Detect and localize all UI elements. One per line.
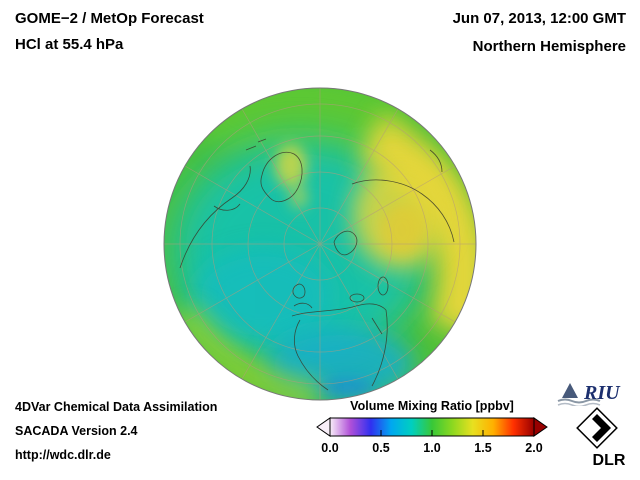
colorbar-arrow-left: [316, 417, 331, 437]
tick-label-2: 1.0: [423, 441, 441, 455]
plot-datetime: Jun 07, 2013, 12:00 GMT: [452, 10, 626, 27]
dlr-logo: DLR: [576, 407, 626, 469]
footer-version: SACADA Version 2.4: [15, 424, 138, 438]
colorbar: [316, 417, 548, 437]
riu-logo-text: RIU: [583, 382, 621, 404]
riu-logo: RIU: [557, 382, 621, 406]
tick-label-3: 1.5: [474, 441, 492, 455]
footer-url: http://wdc.dlr.de: [15, 448, 111, 462]
colorbar-arrow-right: [533, 417, 548, 437]
tick-label-0: 0.0: [321, 441, 339, 455]
riu-peak-icon: [562, 383, 578, 398]
globe-rim: [163, 87, 477, 401]
coastlines: [179, 138, 455, 391]
footer-assimilation: 4DVar Chemical Data Assimilation: [15, 400, 218, 414]
dlr-logo-text: DLR: [593, 452, 626, 469]
mixing-ratio-field: [164, 88, 476, 400]
tick-label-4: 2.0: [525, 441, 543, 455]
plot-title: GOME−2 / MetOp Forecast: [15, 10, 204, 27]
plot-region: Northern Hemisphere: [472, 38, 626, 55]
colorbar-tickmarks: [380, 430, 484, 436]
dlr-diamond-icon: [576, 407, 618, 449]
dlr-arrow-icon: [592, 414, 611, 442]
colorbar-title: Volume Mixing Ratio [ppbv]: [350, 399, 514, 413]
tick-label-1: 0.5: [372, 441, 390, 455]
plot-subtitle-level: HCl at 55.4 hPa: [15, 36, 124, 53]
riu-wave-icon: [557, 398, 601, 404]
colorbar-tick-labels: 0.0 0.5 1.0 1.5 2.0: [316, 441, 548, 457]
riu-wave2-icon: [557, 402, 601, 406]
